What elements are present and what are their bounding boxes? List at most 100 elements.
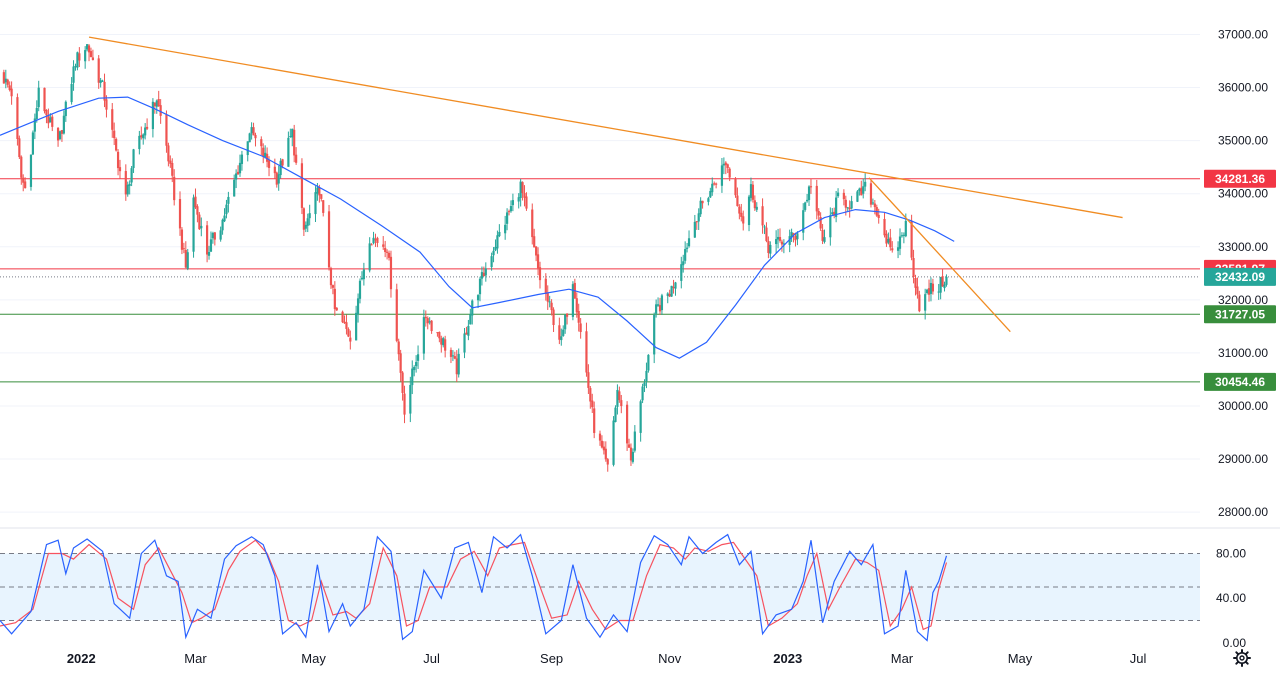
- price-tick-label: 29000.00: [1218, 452, 1268, 466]
- candle: [478, 276, 482, 302]
- settings-gear-icon[interactable]: [1233, 649, 1251, 667]
- candle: [128, 180, 131, 195]
- candle: [769, 241, 772, 259]
- candle: [695, 221, 698, 230]
- price-tick-label: 32000.00: [1218, 293, 1268, 307]
- candle: [918, 290, 921, 313]
- level-lines: [0, 178, 1200, 383]
- candle: [751, 180, 755, 203]
- trendlines[interactable]: [88, 36, 1123, 333]
- candle: [724, 161, 727, 175]
- candle: [656, 297, 660, 307]
- candle: [356, 293, 360, 323]
- candle: [207, 245, 211, 260]
- candle: [831, 208, 834, 216]
- candle: [6, 78, 9, 88]
- candle: [494, 239, 497, 252]
- candle: [103, 73, 106, 108]
- candle: [329, 266, 333, 289]
- candle: [680, 256, 683, 289]
- candle: [902, 232, 905, 244]
- time-tick-label: Jul: [423, 651, 440, 666]
- candle: [833, 207, 836, 219]
- candle: [335, 307, 338, 311]
- time-tick-label: May: [1008, 651, 1033, 666]
- stochastic-axis[interactable]: 80.00 40.00 0.00: [1216, 547, 1246, 650]
- candle: [389, 250, 393, 298]
- candle: [395, 283, 398, 343]
- time-axis[interactable]: 2022 Mar May Jul Sep Nov 2023 Mar May Jul: [67, 651, 1147, 666]
- candle: [409, 376, 412, 423]
- candle: [184, 241, 187, 269]
- candle: [604, 441, 607, 462]
- candle: [449, 347, 453, 364]
- candle: [169, 155, 172, 168]
- candle: [51, 114, 54, 132]
- candle: [749, 177, 753, 202]
- candle: [116, 149, 120, 176]
- time-tick-label: Mar: [184, 651, 207, 666]
- time-tick-label: 2023: [773, 651, 802, 666]
- candle: [233, 174, 236, 197]
- candle: [504, 215, 507, 240]
- candle: [848, 200, 851, 218]
- candle: [457, 348, 460, 378]
- candle: [823, 229, 826, 244]
- candle: [140, 126, 143, 140]
- candle: [589, 386, 592, 409]
- candle: [734, 177, 737, 198]
- candle: [401, 371, 404, 401]
- short-term-trendline[interactable]: [868, 177, 1011, 333]
- candle: [670, 285, 673, 297]
- candle: [585, 322, 588, 377]
- candle: [873, 200, 876, 215]
- candle: [836, 188, 840, 198]
- candle: [320, 194, 323, 202]
- support-1-badge-label: 31727.05: [1215, 308, 1265, 322]
- candle: [523, 185, 526, 207]
- candle: [4, 69, 7, 89]
- candle: [302, 207, 305, 237]
- candle: [223, 208, 226, 223]
- candle: [896, 241, 900, 259]
- candle: [842, 189, 845, 206]
- candle: [262, 143, 265, 164]
- candle: [397, 338, 400, 361]
- candle: [424, 310, 427, 327]
- candle: [416, 345, 420, 369]
- candle: [633, 425, 636, 453]
- candle: [914, 274, 917, 296]
- candle: [924, 288, 927, 320]
- candle: [709, 187, 712, 199]
- candle: [490, 252, 493, 271]
- candle: [235, 169, 238, 189]
- candle: [593, 401, 596, 439]
- candle: [711, 177, 714, 196]
- candle: [509, 200, 513, 213]
- candle: [871, 198, 875, 205]
- candle: [538, 261, 542, 289]
- candle: [856, 190, 859, 203]
- candle: [265, 147, 269, 168]
- candle: [300, 158, 304, 215]
- candle: [755, 202, 758, 213]
- candle: [728, 167, 731, 182]
- time-tick-label: Mar: [891, 651, 914, 666]
- candle: [87, 44, 91, 62]
- price-axis[interactable]: 28000.00 29000.00 30000.00 31000.00 32000.00…: [1218, 27, 1268, 519]
- long-term-trendline[interactable]: [88, 36, 1123, 219]
- candle: [829, 207, 832, 246]
- candle: [804, 201, 807, 212]
- candle: [31, 130, 35, 156]
- candle: [780, 239, 784, 252]
- candle: [877, 208, 880, 224]
- stochastic-pane[interactable]: [0, 533, 1200, 642]
- price-pane[interactable]: [0, 33, 1200, 513]
- candle: [693, 214, 696, 239]
- candle: [362, 262, 365, 286]
- candle: [548, 295, 551, 308]
- candle: [883, 212, 886, 238]
- candle: [629, 443, 633, 466]
